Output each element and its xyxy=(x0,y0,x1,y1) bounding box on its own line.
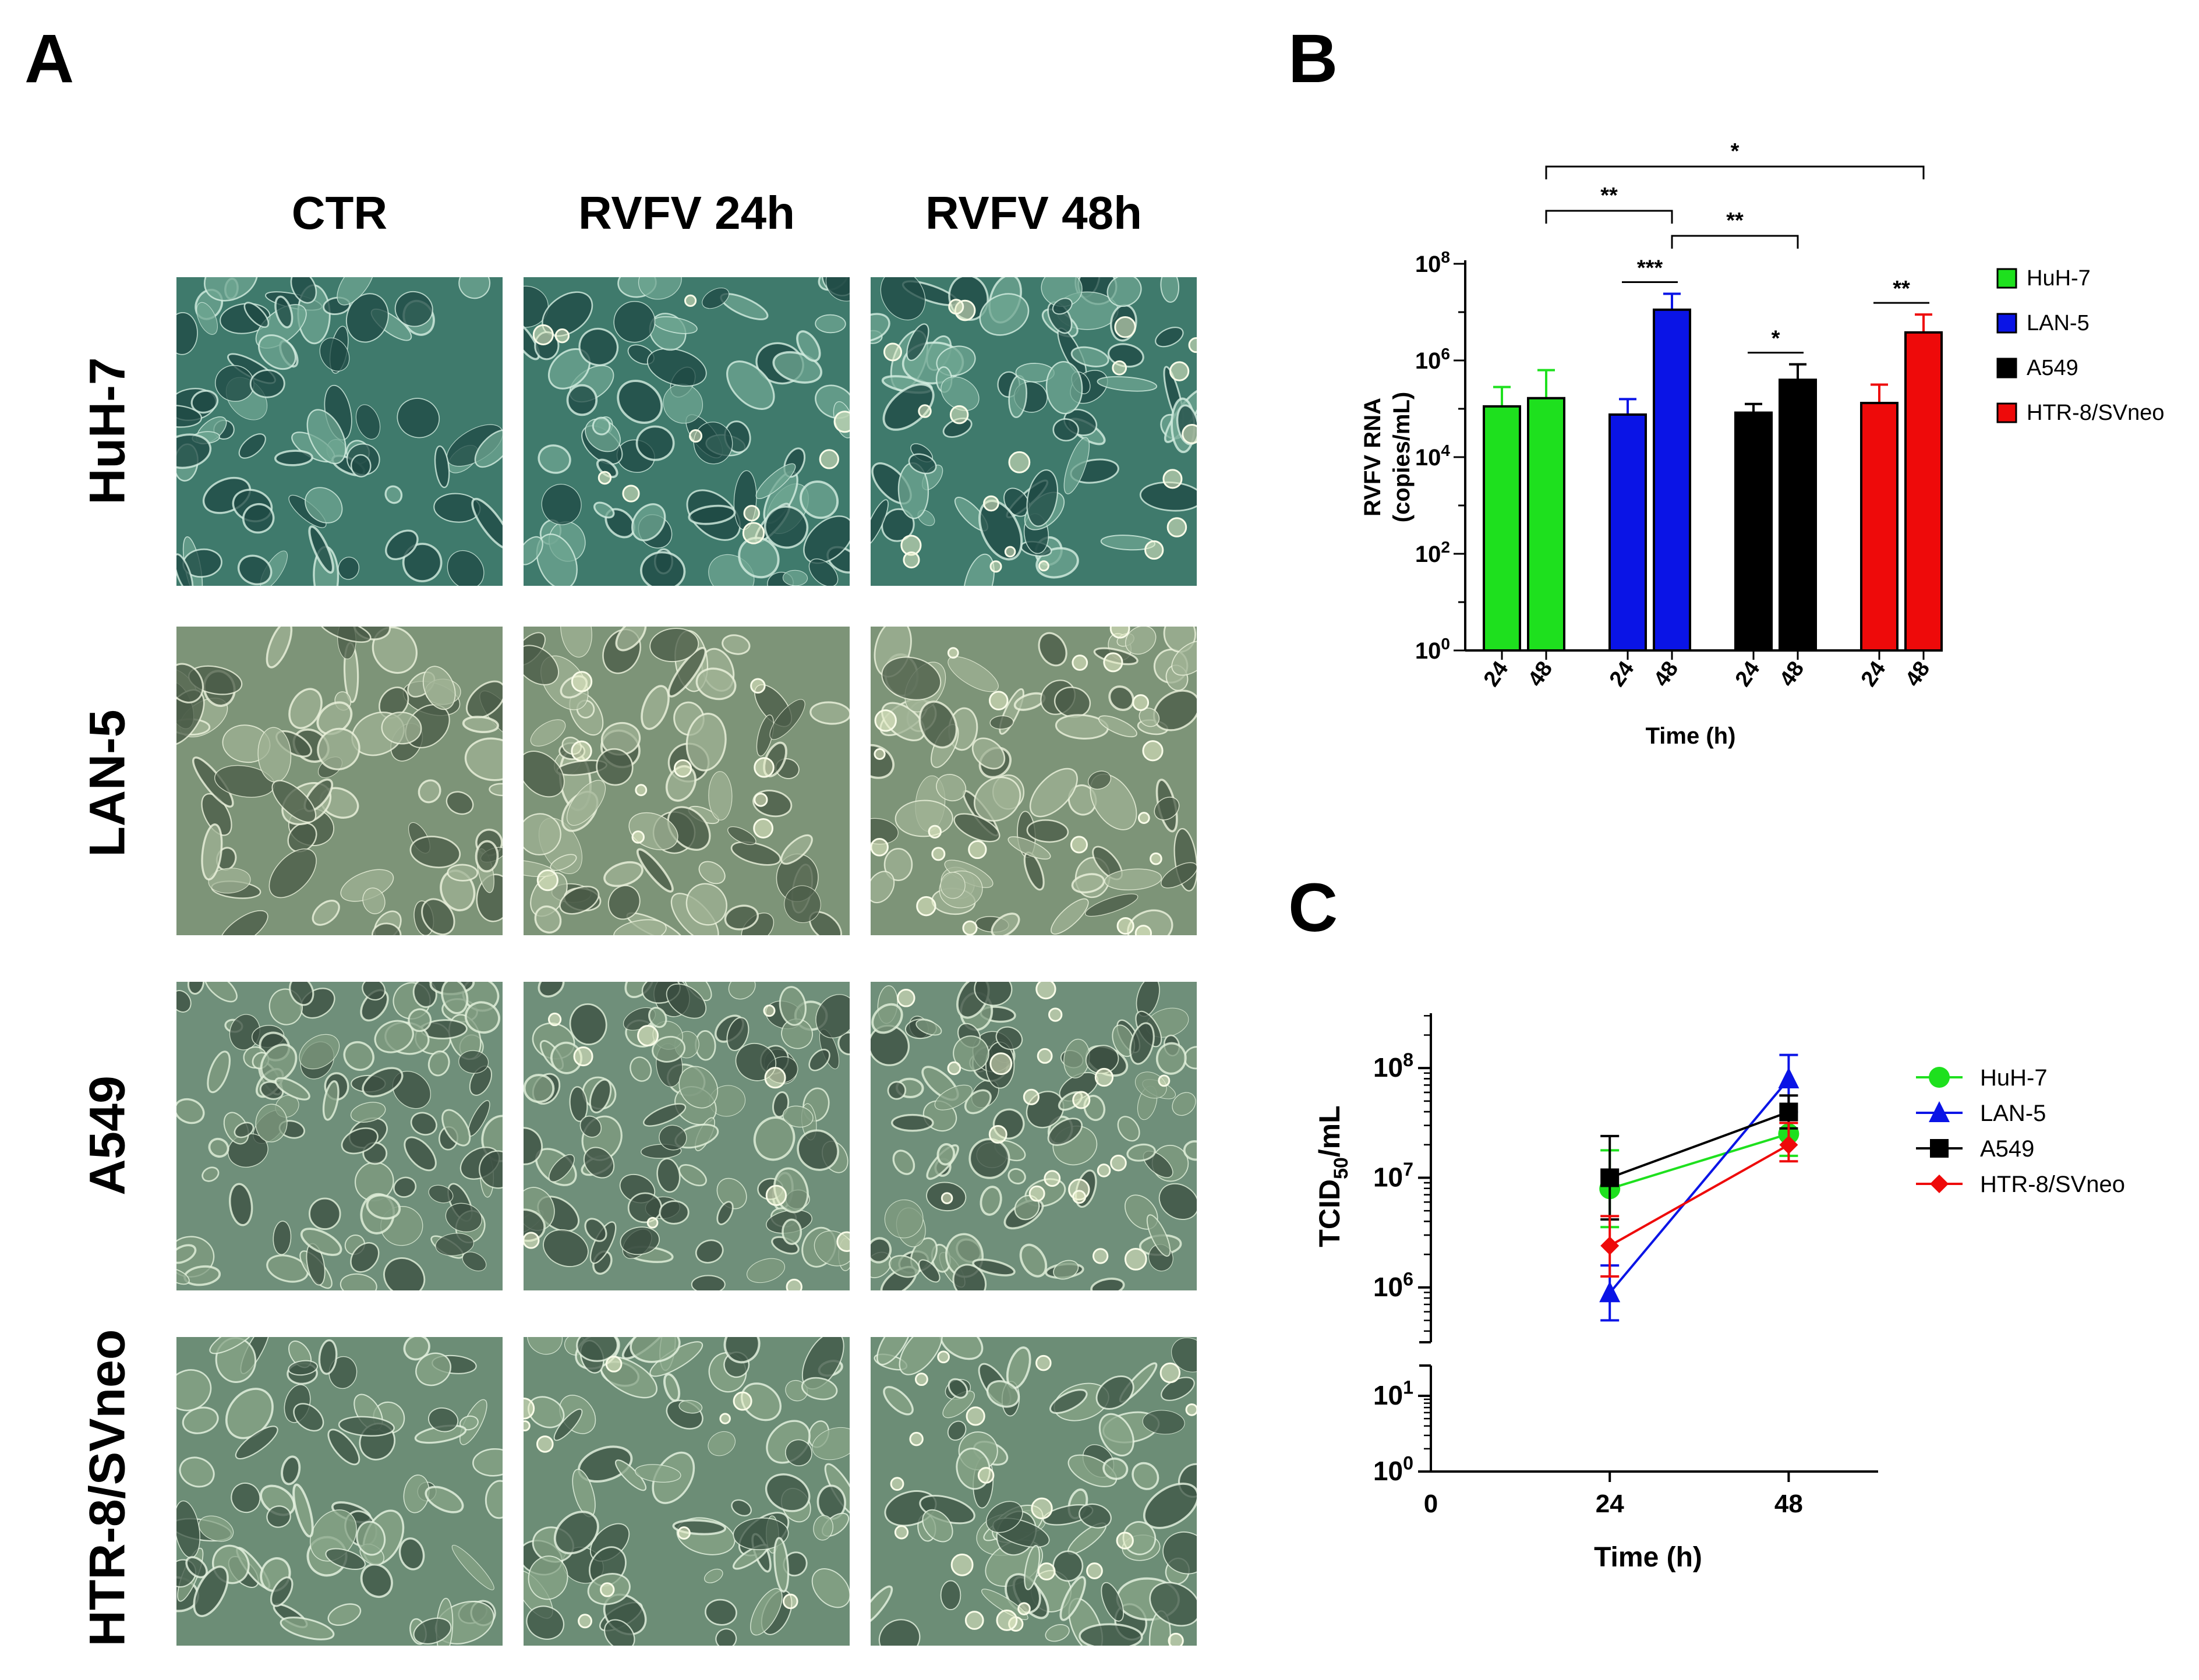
legend-marker xyxy=(1930,1139,1949,1158)
y-axis-label: TCID50/mL xyxy=(1313,1105,1352,1247)
panel-label-b: B xyxy=(1288,20,1338,97)
y-tick-label: 102 xyxy=(1415,538,1450,567)
y-tick-label: 106 xyxy=(1415,345,1450,374)
x-tick-label: 24 xyxy=(1731,657,1765,691)
y-tick-label: 100 xyxy=(1373,1453,1413,1486)
x-tick-label: 24 xyxy=(1596,1490,1624,1518)
row-header-huh7: HuH-7 xyxy=(79,357,136,505)
data-point-a549-48h xyxy=(1779,1102,1798,1122)
micrograph-lan-5-ctr xyxy=(176,627,503,935)
significance-bracket xyxy=(1545,165,1925,179)
micrograph-htr-8-svneo-rvfv-48h xyxy=(871,1337,1197,1646)
x-axis-label: Time (h) xyxy=(1646,723,1736,749)
series-line-a549 xyxy=(1609,1110,1790,1179)
y-tick-label: 100 xyxy=(1415,635,1450,664)
legend-label: HuH-7 xyxy=(1980,1065,2048,1091)
x-tick-label: 0 xyxy=(1424,1490,1438,1518)
micrograph-huh-7-ctr xyxy=(176,277,503,586)
legend-swatch xyxy=(1996,358,2017,379)
rna-bar-chart: 100 102 104 106 108 RVFV RNA (copies/mL) 24 48 24… xyxy=(1360,139,2165,749)
significance-label: * xyxy=(1731,139,1740,164)
micrograph-htr-8-svneo-ctr xyxy=(176,1337,503,1646)
significance-bracket xyxy=(1545,210,1673,224)
significance-label: *** xyxy=(1637,256,1663,280)
significance-label: ** xyxy=(1726,208,1744,233)
x-tick-label: 24 xyxy=(1605,657,1639,691)
row-header-htr8: HTR-8/SVneo xyxy=(79,1329,136,1647)
y-tick-label: 101 xyxy=(1373,1377,1413,1410)
x-tick-label: 48 xyxy=(1775,657,1809,691)
micrograph-lan-5-rvfv-24h xyxy=(524,627,850,935)
x-tick-label: 24 xyxy=(1479,657,1514,691)
y-tick-label: 107 xyxy=(1373,1159,1413,1192)
legend-label: A549 xyxy=(1980,1136,2034,1162)
significance-label: * xyxy=(1772,327,1780,351)
bar-lan-5-24h xyxy=(1608,413,1647,652)
panel-label-c: C xyxy=(1288,869,1338,946)
legend-swatch xyxy=(1996,268,2017,289)
column-header-ctr: CTR xyxy=(291,187,388,239)
y-tick-label: 108 xyxy=(1415,248,1450,277)
bar-a549-24h xyxy=(1734,411,1773,652)
row-header-lan5: LAN-5 xyxy=(79,709,136,857)
legend-marker xyxy=(1929,1067,1950,1088)
series-line-htr-8-svneo xyxy=(1609,1144,1790,1247)
y-tick-label: 104 xyxy=(1415,441,1451,471)
series-line-lan-5 xyxy=(1608,1078,1790,1294)
legend-label: HuH-7 xyxy=(2027,266,2091,291)
data-point-htr-8-svneo-24h xyxy=(1600,1236,1620,1255)
data-point-a549-24h xyxy=(1600,1168,1620,1187)
series-line-huh-7 xyxy=(1609,1133,1789,1190)
row-header-a549: A549 xyxy=(79,1076,136,1196)
legend-label: LAN-5 xyxy=(1980,1101,2046,1126)
x-tick-label: 48 xyxy=(1649,657,1684,691)
column-header-rvfv-48h: RVFV 48h xyxy=(925,187,1142,239)
significance-bracket xyxy=(1671,235,1799,249)
bar-lan-5-48h xyxy=(1653,308,1691,652)
y-tick-label: 108 xyxy=(1373,1049,1413,1083)
micrograph-huh-7-rvfv-24h xyxy=(524,277,850,586)
bar-huh-7-48h xyxy=(1527,397,1565,652)
micrograph-htr-8-svneo-rvfv-24h xyxy=(524,1337,850,1646)
data-point-htr-8-svneo-48h xyxy=(1779,1136,1798,1154)
legend-label: HTR-8/SVneo xyxy=(1980,1172,2125,1197)
x-tick-label: 48 xyxy=(1523,657,1558,691)
micrograph-a549-rvfv-48h xyxy=(871,982,1197,1290)
legend-label: HTR-8/SVneo xyxy=(2027,401,2165,425)
y-axis-label: RVFV RNA xyxy=(1360,398,1385,517)
bar-htr-8-svneo-48h xyxy=(1904,331,1943,652)
x-axis-label: Time (h) xyxy=(1594,1542,1702,1573)
micrograph-lan-5-rvfv-48h xyxy=(871,627,1197,935)
significance-label: ** xyxy=(1600,183,1618,208)
micrograph-huh-7-rvfv-48h xyxy=(871,277,1197,586)
legend-label: A549 xyxy=(2027,356,2078,380)
bar-a549-48h xyxy=(1779,379,1817,652)
legend-marker xyxy=(1929,1101,1950,1122)
legend-swatch xyxy=(1996,402,2017,423)
y-tick-label: 106 xyxy=(1373,1268,1413,1301)
x-tick-label: 24 xyxy=(1857,657,1891,691)
legend-swatch xyxy=(1996,313,2017,334)
legend-label: LAN-5 xyxy=(2027,311,2090,335)
data-point-lan-5-48h xyxy=(1778,1067,1799,1088)
bar-huh-7-24h xyxy=(1483,405,1521,652)
x-tick-label: 48 xyxy=(1901,657,1935,691)
significance-label: ** xyxy=(1893,277,1910,301)
legend-marker xyxy=(1930,1175,1949,1193)
bar-htr-8-svneo-24h xyxy=(1860,402,1899,652)
panel-label-a: A xyxy=(24,20,75,97)
column-header-rvfv-24h: RVFV 24h xyxy=(578,187,795,239)
data-point-lan-5-24h xyxy=(1599,1281,1621,1303)
y-axis-label-units: (copies/mL) xyxy=(1389,392,1415,522)
x-tick-label: 48 xyxy=(1774,1490,1803,1518)
micrograph-a549-ctr xyxy=(176,982,503,1290)
tcid-line-chart: 106 107 108 100 101 0 24 48 Time (h) TCID50/mL HuH… xyxy=(1313,1013,2125,1573)
micrograph-a549-rvfv-24h xyxy=(524,982,850,1290)
